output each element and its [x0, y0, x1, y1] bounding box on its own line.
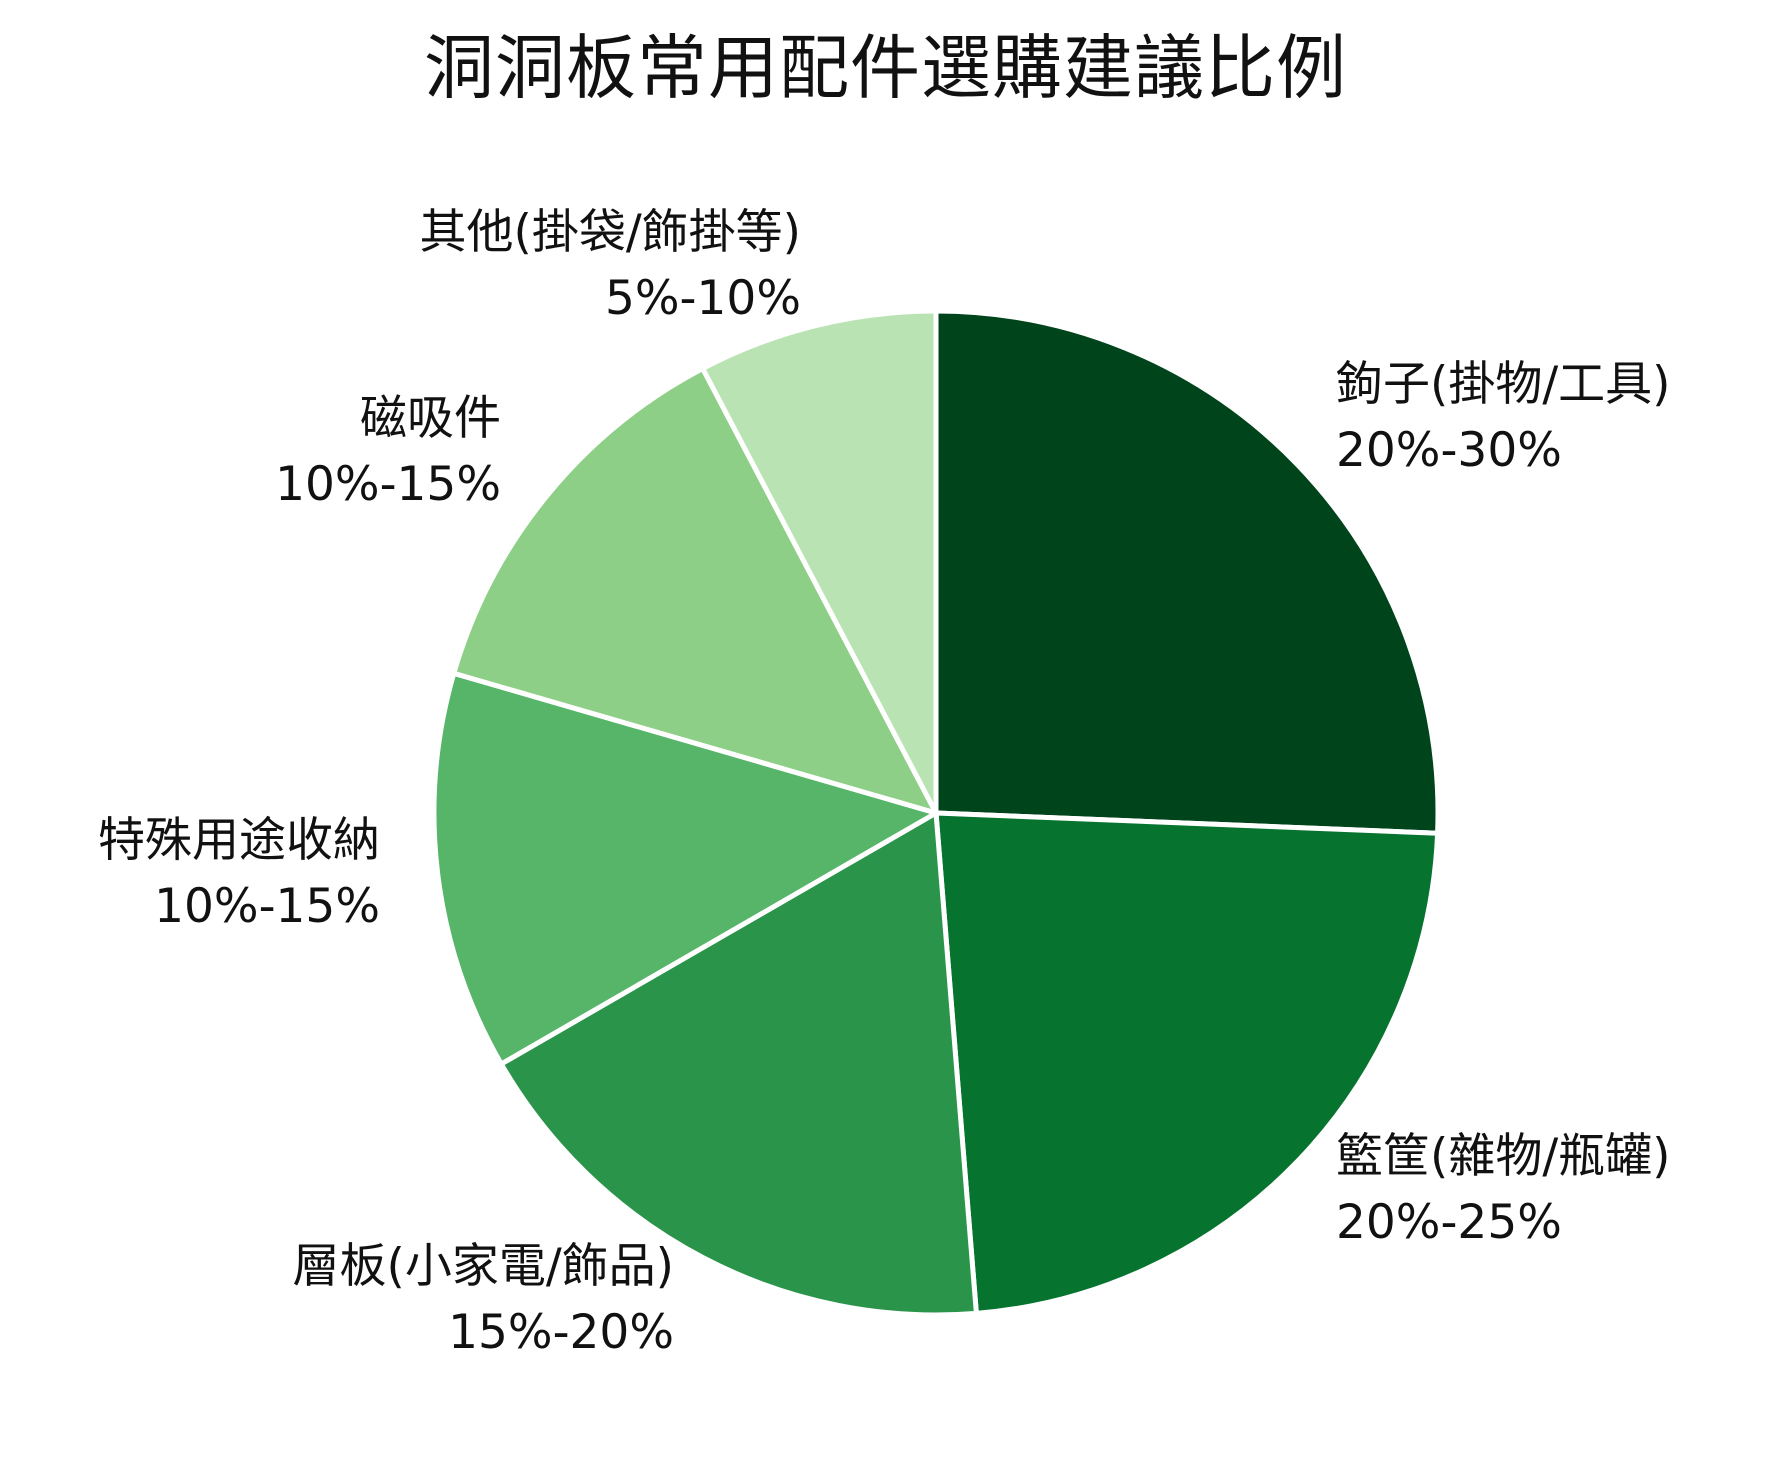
label-baskets: 籃筐(雜物/瓶罐) 20%-25%: [1336, 1124, 1671, 1256]
label-hooks-name: 鉤子(掛物/工具): [1336, 357, 1671, 412]
pie-slice-0: [933, 308, 1441, 836]
label-other-name: 其他(掛袋/飾掛等): [419, 205, 801, 260]
pie-slice-2: [498, 810, 979, 1318]
label-other: 其他(掛袋/飾掛等) 5%-10%: [419, 200, 801, 332]
label-hooks: 鉤子(掛物/工具) 20%-30%: [1336, 352, 1671, 484]
label-shelves-range: 15%-20%: [448, 1305, 674, 1360]
pie-slice-3: [431, 670, 939, 1067]
pie-slice-1: [933, 810, 1441, 1316]
pie-slice-4: [451, 366, 939, 816]
pie-slice-5: [700, 308, 939, 816]
chart-title: 洞洞板常用配件選購建議比例: [424, 27, 1347, 109]
label-other-range: 5%-10%: [605, 271, 801, 326]
label-hooks-range: 20%-30%: [1336, 423, 1562, 478]
pie-slices: [431, 308, 1441, 1318]
label-magnetic: 磁吸件 10%-15%: [275, 386, 501, 518]
label-shelves-name: 層板(小家電/飾品): [292, 1239, 674, 1294]
label-special-storage-name: 特殊用途收納: [98, 813, 380, 868]
label-shelves: 層板(小家電/飾品) 15%-20%: [292, 1234, 674, 1366]
label-baskets-name: 籃筐(雜物/瓶罐): [1336, 1129, 1671, 1184]
label-special-storage-range: 10%-15%: [154, 879, 380, 934]
label-magnetic-range: 10%-15%: [275, 457, 501, 512]
label-magnetic-name: 磁吸件: [360, 391, 501, 446]
label-baskets-range: 20%-25%: [1336, 1195, 1562, 1250]
label-special-storage: 特殊用途收納 10%-15%: [98, 808, 380, 940]
